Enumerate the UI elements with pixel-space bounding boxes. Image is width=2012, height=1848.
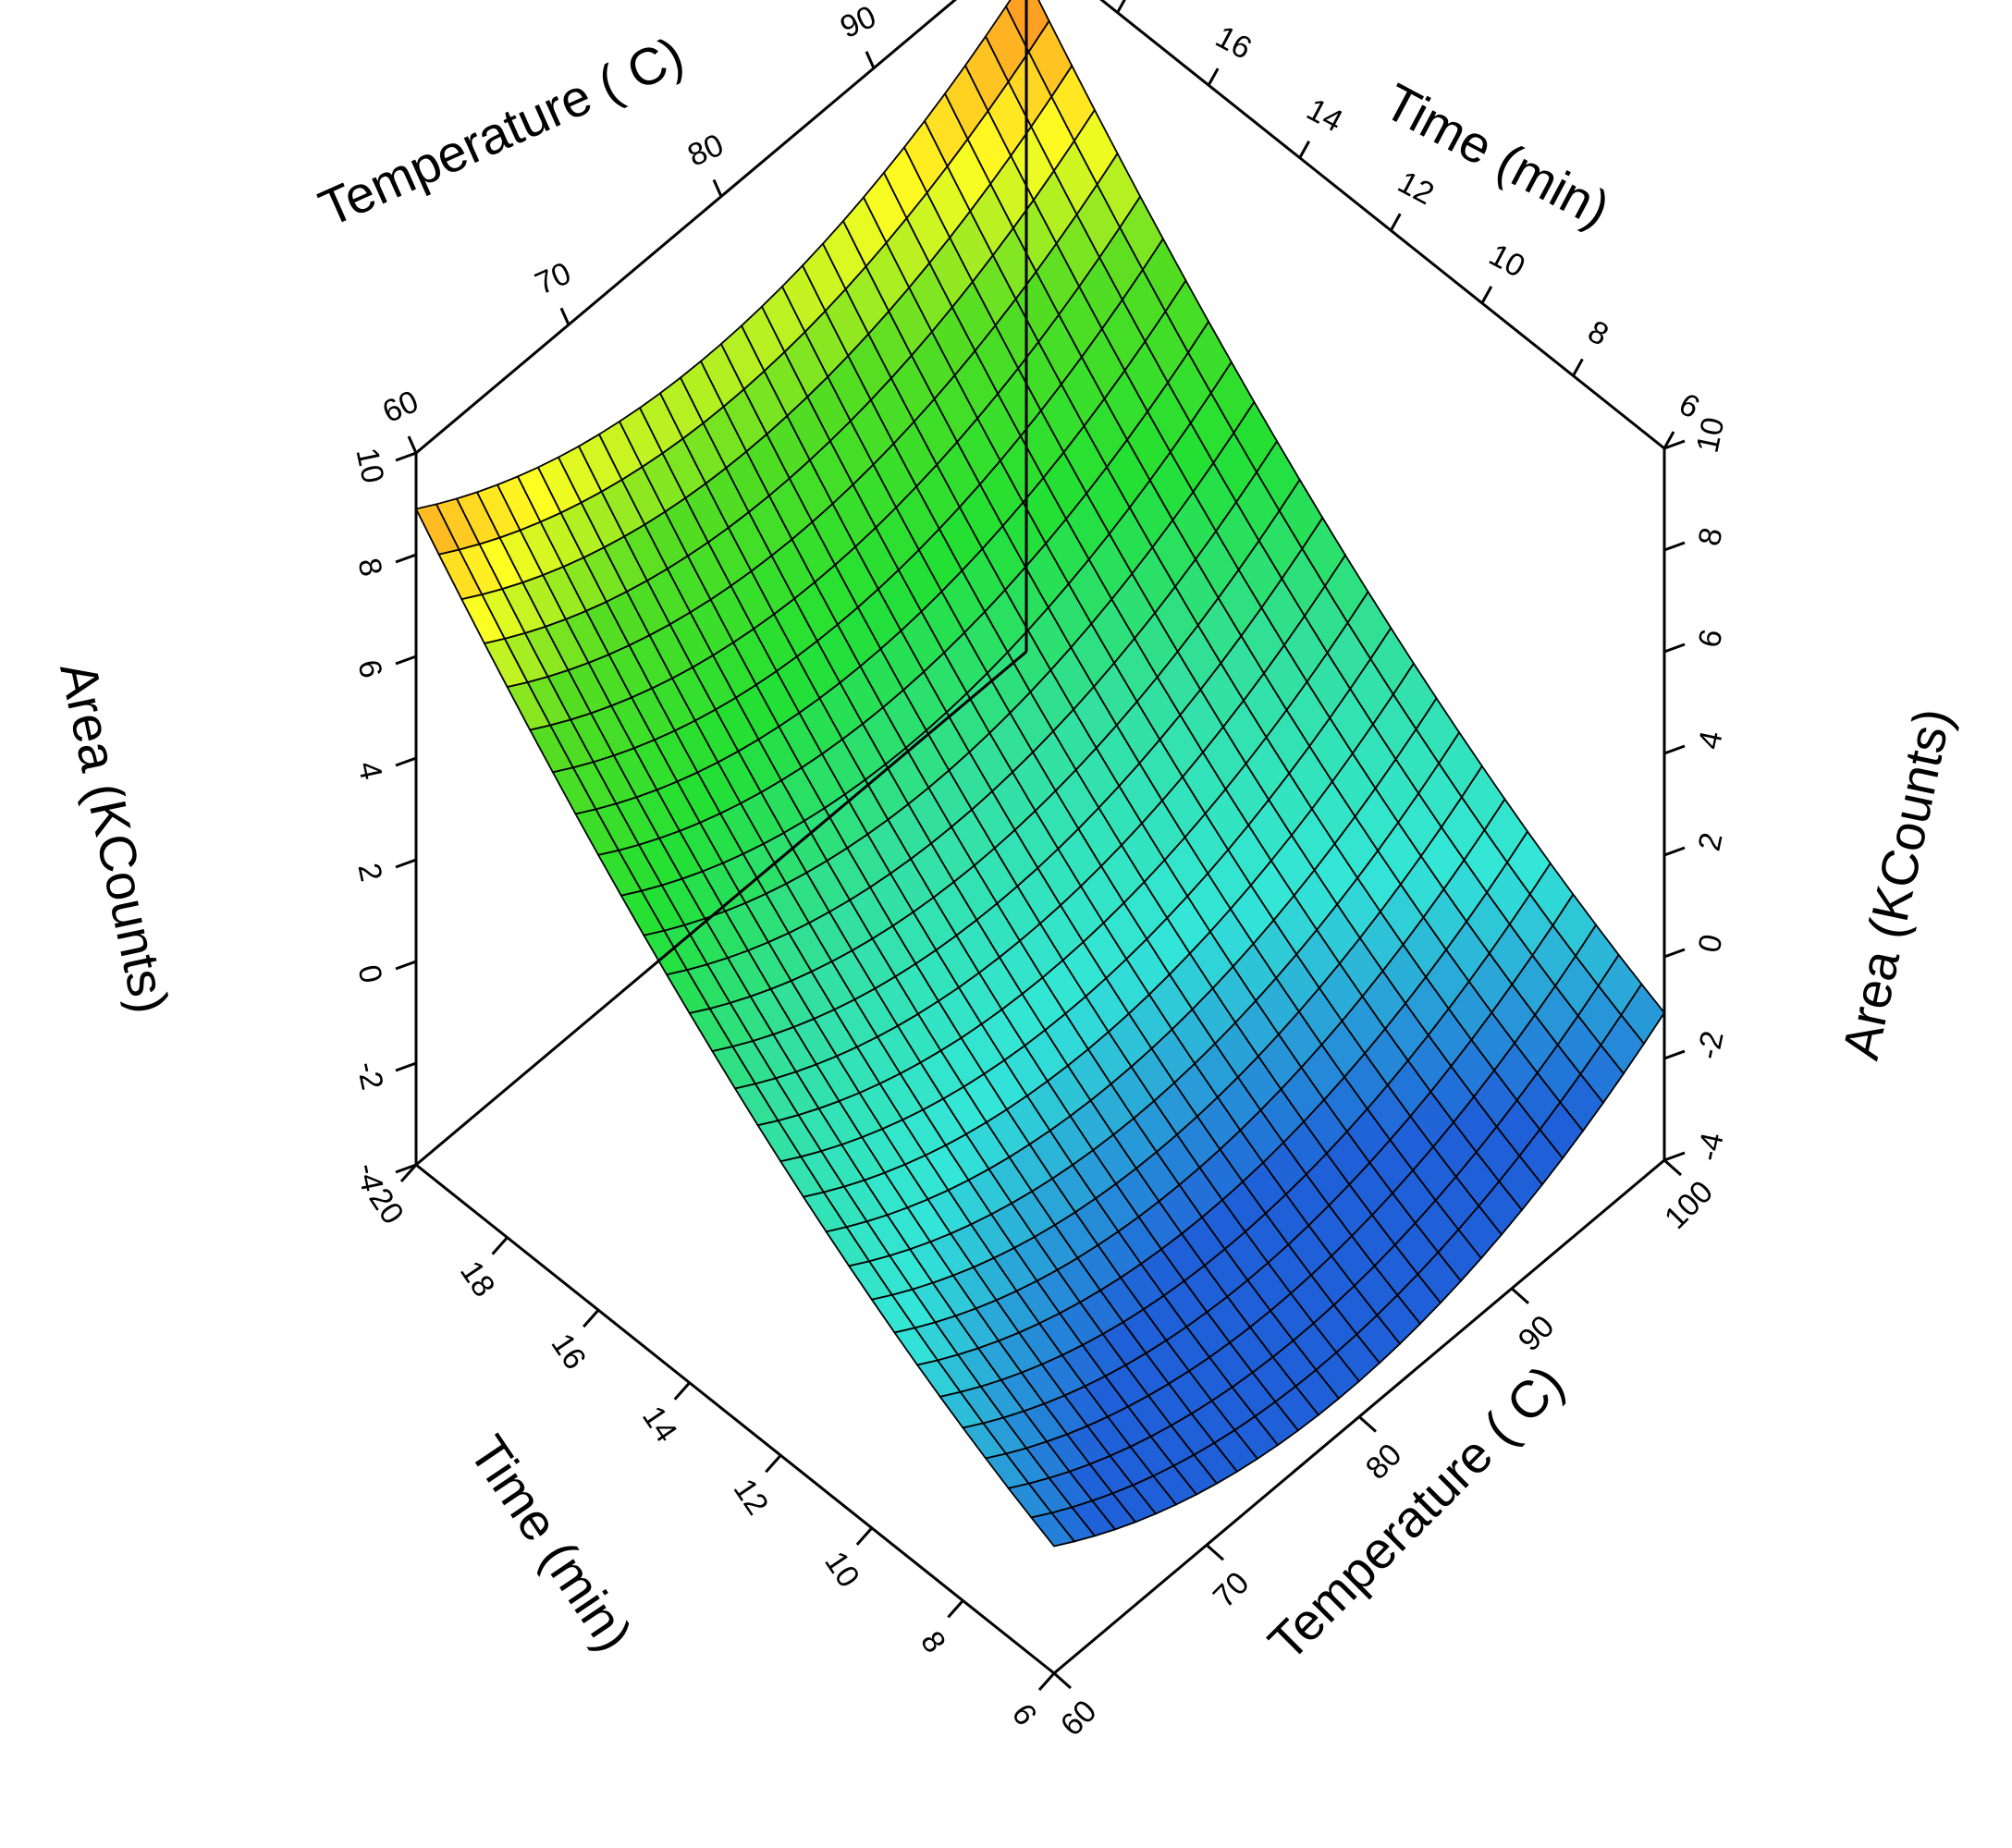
- time-tick: [855, 1526, 873, 1546]
- temperature-tick: [1206, 1544, 1224, 1561]
- area-tick-label-right: -2: [1690, 1028, 1730, 1062]
- time-tick: [1037, 1672, 1056, 1691]
- area-tick-left: [395, 756, 417, 767]
- floor-axis-time: [415, 1163, 1055, 1675]
- temperature-tick-label-top: 90: [835, 0, 881, 45]
- temperature-tick-label: 60: [1054, 1694, 1104, 1744]
- temperature-tick-label-top: 60: [377, 384, 423, 430]
- area-tick-left: [395, 1163, 417, 1174]
- time-tick-label: 10: [817, 1545, 866, 1594]
- area-tick-label-right: 0: [1691, 931, 1729, 955]
- area-tick-right: [1663, 1049, 1686, 1060]
- area-tick-label-right: 2: [1691, 829, 1729, 853]
- temperature-tick: [1663, 1158, 1682, 1177]
- time-tick-label: 6: [1005, 1697, 1044, 1732]
- area-tick-label-left: 8: [350, 555, 388, 579]
- area-tick-label-right: 8: [1691, 524, 1729, 548]
- time-tick: [491, 1236, 509, 1255]
- time-tick-label: 8: [914, 1625, 952, 1659]
- time-tick-top: [1662, 431, 1675, 449]
- x-axis-title-back: Temperature ( C): [311, 25, 692, 238]
- surface-mesh: [414, 0, 1666, 1548]
- time-tick: [673, 1381, 691, 1401]
- area-tick-left: [395, 451, 417, 462]
- temperature-tick-label: 100: [1658, 1174, 1720, 1236]
- time-tick-label-top: 16: [1209, 19, 1257, 67]
- area-tick-label-left: -2: [350, 1059, 389, 1093]
- area-tick-label-left: 2: [350, 860, 388, 884]
- temperature-tick-top: [407, 435, 418, 454]
- temperature-tick-label: 80: [1359, 1437, 1409, 1487]
- temperature-tick-label: 90: [1512, 1309, 1562, 1359]
- y-axis-title-back: Time (min): [1375, 72, 1619, 239]
- area-tick-left: [395, 655, 417, 666]
- top-axis-time: [1099, 0, 1665, 450]
- z-axis-title-left: Area (KCounts): [49, 657, 180, 1019]
- area-tick-right: [1663, 541, 1686, 552]
- z-axis-title-right: Area (KCounts): [1831, 704, 1962, 1065]
- area-tick-right: [1663, 1151, 1686, 1162]
- temperature-tick-top: [712, 178, 723, 198]
- temperature-tick-label-top: 70: [530, 255, 576, 301]
- area-tick-label-left: 0: [350, 961, 388, 985]
- area-tick-left: [395, 553, 417, 564]
- time-tick-label-top: 14: [1301, 92, 1348, 139]
- time-tick-label: 18: [453, 1254, 502, 1303]
- temperature-tick: [1511, 1287, 1529, 1304]
- temperature-tick-label: 70: [1207, 1565, 1257, 1615]
- time-tick-label-top: 12: [1392, 165, 1440, 212]
- area-tick-label-right: -4: [1690, 1130, 1730, 1164]
- area-tick-right: [1663, 643, 1686, 654]
- time-tick-label-top: 8: [1582, 313, 1614, 352]
- surface-cell: [1620, 982, 1666, 1046]
- time-tick: [947, 1599, 964, 1619]
- area-tick-left: [395, 960, 417, 971]
- time-tick-label: 14: [635, 1400, 684, 1449]
- time-tick-top: [1298, 140, 1311, 159]
- temperature-tick-label-top: 80: [682, 128, 729, 174]
- time-tick: [399, 1164, 418, 1182]
- area-tick-right: [1663, 948, 1686, 959]
- temperature-tick-top: [865, 51, 876, 69]
- temperature-tick: [1053, 1671, 1072, 1690]
- time-tick: [583, 1309, 600, 1328]
- time-tick-top: [1207, 67, 1220, 86]
- area-tick-right: [1663, 846, 1686, 857]
- area-tick-right: [1663, 439, 1686, 450]
- area-tick-right: [1663, 744, 1686, 755]
- time-tick-top: [1572, 358, 1584, 377]
- temperature-tick-top: [559, 307, 570, 325]
- area-tick-label-left: 10: [349, 445, 390, 486]
- time-tick-label: 12: [727, 1473, 776, 1522]
- area-tick-label-right: 10: [1690, 414, 1732, 456]
- time-tick-top: [1480, 286, 1493, 304]
- time-tick: [765, 1454, 782, 1474]
- area-tick-left: [395, 1061, 417, 1072]
- area-tick-label-right: 6: [1691, 626, 1729, 650]
- time-tick-top: [1116, 0, 1126, 14]
- floor-back-edge: [415, 650, 1027, 1167]
- area-tick-left: [395, 858, 417, 869]
- time-tick-label-top: 10: [1483, 237, 1530, 284]
- temperature-tick: [1358, 1415, 1377, 1433]
- time-tick-label: 16: [544, 1328, 593, 1377]
- area-tick-label-right: 4: [1691, 728, 1729, 752]
- y-axis-title-front: Time (min): [459, 1425, 644, 1660]
- area-tick-label-left: 6: [350, 656, 388, 680]
- time-tick-top: [1389, 213, 1402, 232]
- area-tick-label-left: 4: [350, 758, 388, 782]
